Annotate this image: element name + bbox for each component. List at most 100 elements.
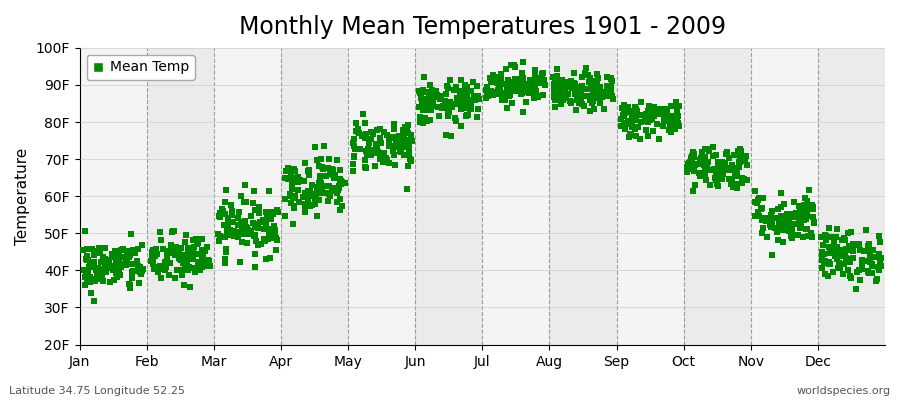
Point <box>863 247 878 253</box>
Point <box>188 265 202 272</box>
Point <box>492 84 507 90</box>
Point <box>221 220 236 226</box>
Point <box>330 199 345 205</box>
Point <box>292 179 306 185</box>
Point <box>86 260 100 266</box>
Point <box>759 218 773 225</box>
Point <box>261 188 275 194</box>
Point <box>284 200 298 206</box>
Point <box>706 144 720 150</box>
Point <box>388 135 402 141</box>
Point <box>819 237 833 243</box>
Point <box>779 211 794 217</box>
Point <box>628 104 643 110</box>
Point <box>267 227 282 234</box>
Point <box>587 106 601 112</box>
Point <box>552 82 566 89</box>
Point <box>176 255 190 262</box>
Point <box>836 271 850 278</box>
Point <box>806 206 821 212</box>
Point <box>806 204 821 210</box>
Point <box>286 195 301 201</box>
Point <box>776 226 790 233</box>
Point <box>841 256 855 262</box>
Point <box>550 94 564 101</box>
Point <box>117 254 131 260</box>
Point <box>219 249 233 255</box>
Point <box>554 91 568 98</box>
Point <box>461 112 475 118</box>
Point <box>440 85 454 91</box>
Point <box>329 157 344 163</box>
Point <box>254 241 268 247</box>
Point <box>101 265 115 272</box>
Point <box>637 114 652 120</box>
Point <box>599 92 614 98</box>
Point <box>759 215 773 221</box>
Point <box>868 254 882 260</box>
Point <box>382 143 396 149</box>
Point <box>419 102 434 109</box>
Point <box>586 91 600 97</box>
Point <box>501 82 516 88</box>
Point <box>430 92 445 98</box>
Point <box>351 128 365 135</box>
Point <box>95 254 110 260</box>
Point <box>145 255 159 261</box>
Point <box>424 100 438 106</box>
Point <box>464 98 478 104</box>
Point <box>818 258 832 264</box>
Point <box>384 134 399 140</box>
Point <box>547 83 562 90</box>
Point <box>126 247 140 253</box>
Point <box>233 222 248 229</box>
Point <box>787 199 801 205</box>
Point <box>135 266 149 272</box>
Point <box>536 70 551 76</box>
Point <box>463 106 477 112</box>
Point <box>872 251 886 258</box>
Point <box>592 93 607 100</box>
Point <box>447 115 462 121</box>
Point <box>308 194 322 201</box>
Point <box>728 170 742 176</box>
Point <box>518 98 533 105</box>
Point <box>202 258 216 264</box>
Point <box>590 86 604 93</box>
Point <box>400 137 414 143</box>
Point <box>248 251 262 258</box>
Point <box>616 112 631 119</box>
Point <box>734 176 749 182</box>
Point <box>302 166 316 173</box>
Point <box>771 222 786 228</box>
Point <box>814 234 829 240</box>
Point <box>724 181 738 187</box>
Point <box>420 118 435 124</box>
Point <box>692 170 706 176</box>
Point <box>365 147 380 154</box>
Point <box>634 98 648 105</box>
Point <box>548 103 562 110</box>
Text: Latitude 34.75 Longitude 52.25: Latitude 34.75 Longitude 52.25 <box>9 386 185 396</box>
Point <box>857 248 871 254</box>
Point <box>105 267 120 273</box>
Point <box>453 90 467 96</box>
Point <box>176 252 191 258</box>
Point <box>807 220 822 226</box>
Point <box>123 285 138 292</box>
Point <box>835 237 850 243</box>
Point <box>403 156 418 162</box>
Point <box>493 81 508 88</box>
Point <box>366 131 381 137</box>
Point <box>509 75 524 82</box>
Point <box>644 109 658 115</box>
Point <box>288 193 302 200</box>
Point <box>564 99 579 105</box>
Point <box>823 248 837 254</box>
Point <box>106 251 121 257</box>
Point <box>326 167 340 173</box>
Point <box>695 171 709 178</box>
Point <box>730 173 744 180</box>
Point <box>253 219 267 226</box>
Point <box>818 259 832 265</box>
